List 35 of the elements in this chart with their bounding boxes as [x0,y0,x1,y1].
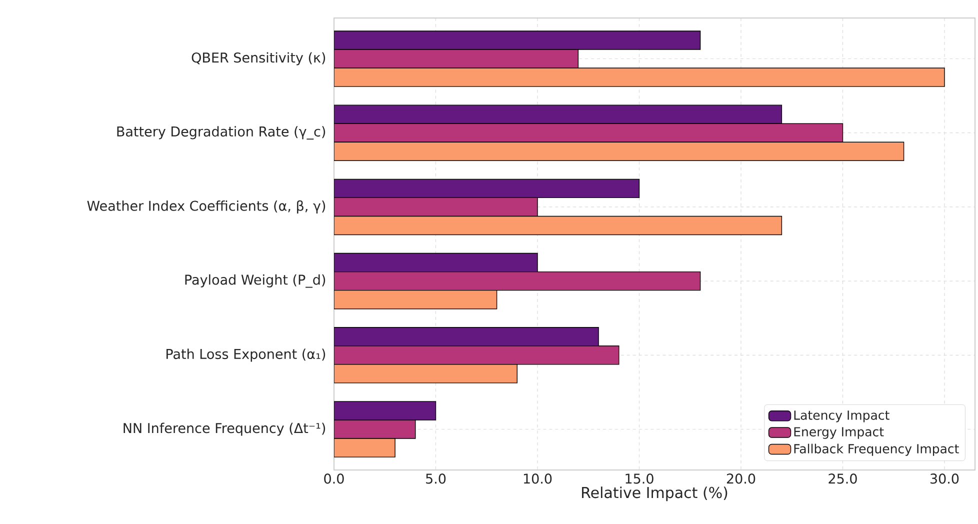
bar [334,104,782,124]
bar [334,438,396,458]
legend-label: Fallback Frequency Impact [794,444,959,456]
bar [334,216,782,236]
x-tick-label: 5.0 [426,474,446,484]
bar [334,401,436,420]
x-tick-label: 0.0 [324,474,344,484]
y-tick-label: Battery Degradation Rate (γ_c) [117,126,326,140]
y-tick-label: Weather Index Coefficients (α, β, γ) [87,200,326,214]
x-tick-label: 25.0 [828,474,857,484]
bar [334,271,701,291]
y-tick-label: NN Inference Frequency (Δt⁻¹) [124,422,326,436]
bar [334,123,844,142]
bar [334,142,904,161]
bar [334,364,518,384]
bar [334,252,538,272]
bar [334,290,498,310]
y-tick-label: Payload Weight (P_d) [185,274,326,288]
bar [334,346,620,365]
x-tick-label: 10.0 [524,474,552,484]
y-tick-label: QBER Sensitivity (κ) [192,52,326,66]
legend-label: Energy Impact [794,427,884,439]
x-tick-label: 20.0 [726,474,756,484]
bar [334,420,416,439]
x-tick-label: 30.0 [930,474,959,484]
legend-label: Latency Impact [794,410,890,422]
y-tick-label: Path Loss Exponent (α₁) [166,348,326,362]
x-axis-title: Relative Impact (%) [582,486,728,502]
bar [334,49,579,68]
x-tick-label: 15.0 [626,474,654,484]
bar [334,327,599,346]
bar [334,30,701,50]
bar [334,178,640,198]
bar [334,68,945,87]
bar [334,197,538,217]
